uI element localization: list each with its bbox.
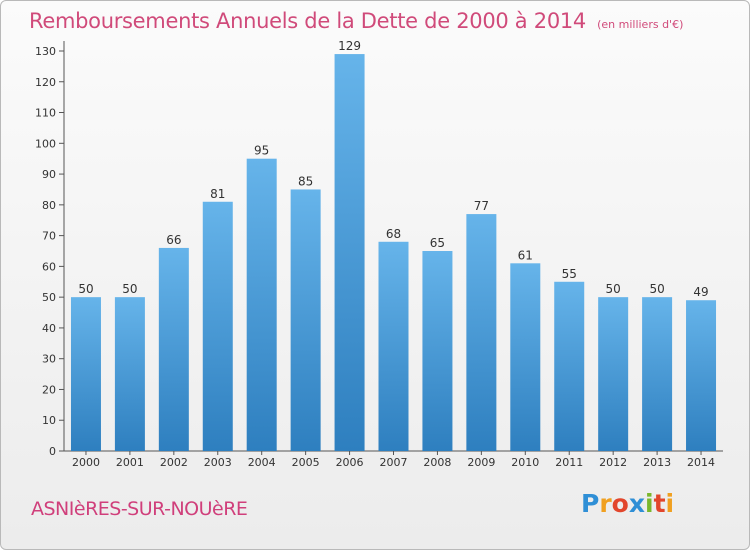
bar [202,201,233,451]
y-tick-label: 30 [42,353,56,366]
bar-value-label: 85 [298,174,313,188]
bar-value-label: 50 [122,282,137,296]
x-tick-label: 2011 [555,456,583,469]
x-tick-label: 2001 [116,456,144,469]
bar-value-label: 95 [254,144,269,158]
y-tick-label: 80 [42,199,56,212]
y-tick-label: 40 [42,322,56,335]
bar [70,297,101,451]
bar [686,300,717,451]
logo-letter: P [581,489,600,518]
y-tick-label: 0 [49,445,56,458]
bar-value-label: 65 [430,236,445,250]
x-tick-label: 2012 [599,456,627,469]
logo-letter: o [611,489,629,518]
bar-value-label: 55 [562,267,577,281]
x-tick-label: 2006 [336,456,364,469]
bar-value-label: 129 [338,39,361,53]
x-tick-label: 2007 [380,456,408,469]
logo-letter: x [628,489,645,518]
logo-letter: i [645,489,654,518]
logo-letter: i [665,489,675,518]
bar [642,297,673,451]
x-tick-label: 2009 [467,456,495,469]
y-tick-label: 100 [35,137,56,150]
bar-value-label: 77 [474,199,489,213]
x-tick-label: 2000 [72,456,100,469]
y-tick-label: 50 [42,291,56,304]
x-tick-label: 2003 [204,456,232,469]
bar [334,54,365,451]
bar-value-label: 50 [649,282,664,296]
bar-value-label: 49 [693,285,708,299]
bar [422,251,453,451]
bar [246,158,277,451]
chart-unit: (en milliers d'€) [597,18,684,31]
x-tick-label: 2004 [248,456,276,469]
y-tick-label: 60 [42,260,56,273]
logo-letter: t [653,489,666,518]
x-tick-label: 2002 [160,456,188,469]
x-tick-label: 2010 [511,456,539,469]
x-tick-label: 2014 [687,456,715,469]
y-tick-label: 110 [35,107,56,120]
x-tick-label: 2005 [292,456,320,469]
x-tick-label: 2008 [423,456,451,469]
bar-value-label: 68 [386,227,401,241]
bar-value-label: 66 [166,233,181,247]
bar [378,241,409,451]
y-tick-label: 70 [42,230,56,243]
y-tick-label: 10 [42,414,56,427]
bar [290,189,321,451]
bar [158,247,189,451]
bar-value-label: 50 [606,282,621,296]
bar-value-label: 61 [518,248,533,262]
bar [598,297,629,451]
chart-title: Remboursements Annuels de la Dette de 20… [29,9,586,33]
y-tick-label: 120 [35,76,56,89]
bar [466,214,497,451]
bar [114,297,145,451]
proxiti-logo: Proxiti [581,489,674,518]
y-tick-label: 130 [35,45,56,58]
bar [510,263,541,451]
bar-value-label: 50 [78,282,93,296]
title-row: Remboursements Annuels de la Dette de 20… [29,9,683,33]
x-tick-label: 2013 [643,456,671,469]
bar [554,281,585,451]
commune-name: ASNIèRES-SUR-NOUèRE [31,498,248,520]
logo-letter: r [599,489,612,518]
y-tick-label: 20 [42,383,56,396]
bar-value-label: 81 [210,187,225,201]
y-tick-label: 90 [42,168,56,181]
